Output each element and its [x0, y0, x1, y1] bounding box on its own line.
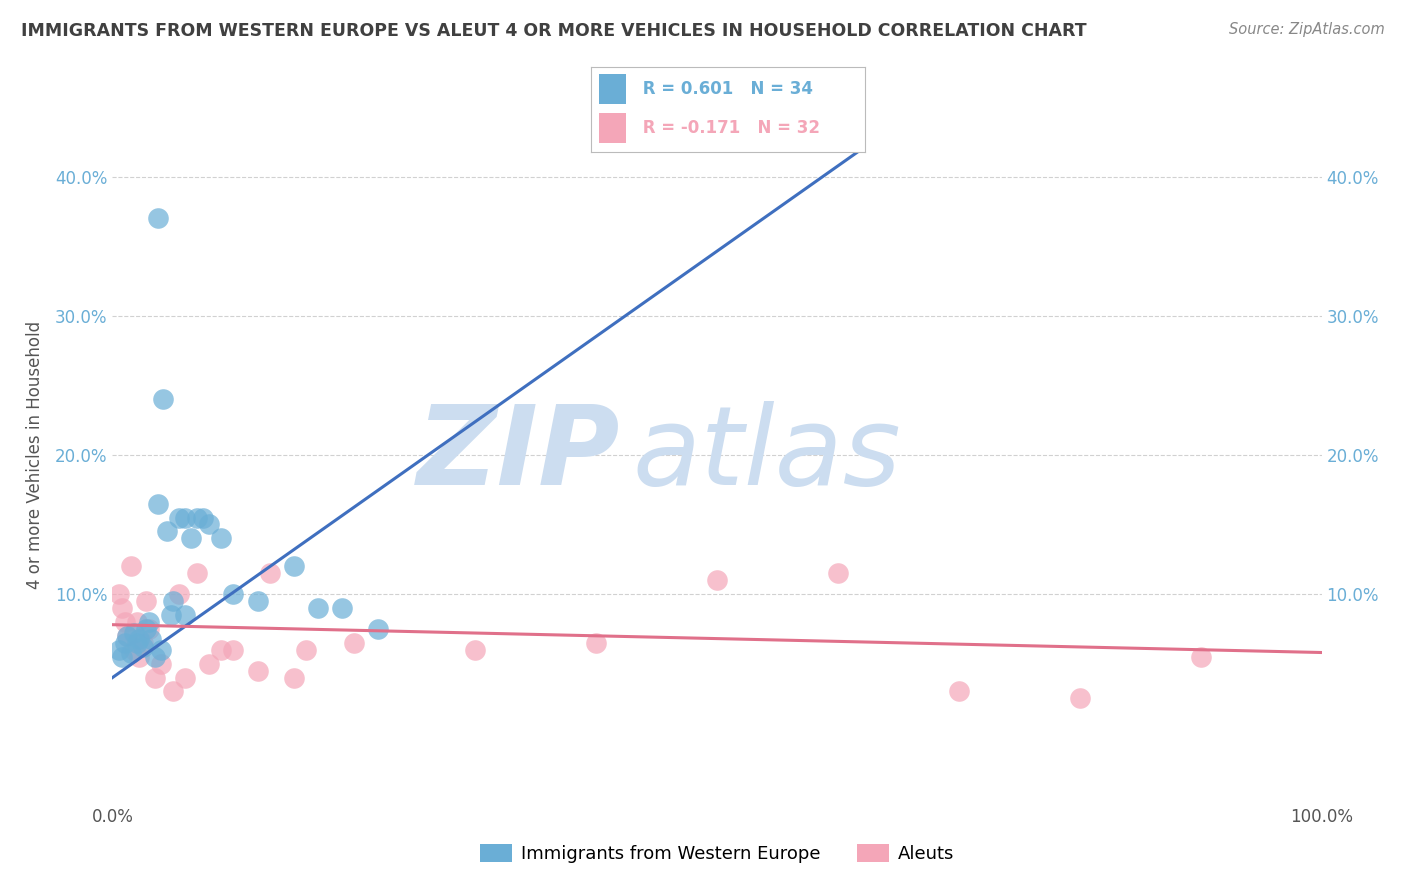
Text: Source: ZipAtlas.com: Source: ZipAtlas.com: [1229, 22, 1385, 37]
Point: [148, 211, 170, 226]
Point: [152, 392, 174, 407]
Point: [1189, 649, 1212, 664]
Bar: [599, 112, 626, 143]
Point: [148, 497, 170, 511]
Point: [143, 671, 166, 685]
Point: [198, 657, 221, 671]
Point: [180, 532, 202, 546]
Point: [122, 626, 145, 640]
Point: [259, 566, 281, 581]
Text: R = 0.601   N = 34: R = 0.601 N = 34: [637, 80, 813, 98]
Point: [138, 622, 160, 636]
Point: [141, 632, 163, 646]
Point: [343, 636, 366, 650]
Point: [283, 671, 305, 685]
Point: [222, 642, 245, 657]
Point: [125, 636, 148, 650]
Point: [128, 649, 150, 664]
Point: [283, 559, 305, 574]
Point: [209, 642, 232, 657]
Point: [948, 684, 970, 698]
Legend: Immigrants from Western Europe, Aleuts: Immigrants from Western Europe, Aleuts: [472, 837, 962, 871]
Point: [162, 594, 184, 608]
Point: [128, 632, 150, 646]
Point: [186, 566, 208, 581]
Point: [330, 601, 353, 615]
Point: [167, 510, 190, 524]
Point: [827, 566, 849, 581]
Point: [149, 642, 172, 657]
Point: [307, 601, 329, 615]
Point: [367, 622, 389, 636]
Point: [115, 629, 138, 643]
Point: [111, 649, 134, 664]
Text: R = -0.171   N = 32: R = -0.171 N = 32: [637, 119, 820, 136]
Point: [174, 607, 197, 622]
Text: IMMIGRANTS FROM WESTERN EUROPE VS ALEUT 4 OR MORE VEHICLES IN HOUSEHOLD CORRELAT: IMMIGRANTS FROM WESTERN EUROPE VS ALEUT …: [21, 22, 1087, 40]
Point: [706, 573, 728, 587]
Point: [585, 636, 607, 650]
Bar: [599, 74, 626, 104]
Y-axis label: 4 or more Vehicles in Household: 4 or more Vehicles in Household: [25, 321, 44, 589]
Point: [132, 636, 155, 650]
Point: [191, 510, 214, 524]
Point: [120, 559, 142, 574]
Point: [222, 587, 245, 601]
Point: [295, 642, 318, 657]
Point: [156, 524, 179, 539]
Point: [162, 684, 184, 698]
Point: [125, 615, 148, 629]
Point: [198, 517, 221, 532]
Text: atlas: atlas: [633, 401, 901, 508]
Point: [107, 642, 129, 657]
Point: [138, 615, 160, 629]
Point: [149, 657, 172, 671]
Point: [174, 671, 197, 685]
Point: [111, 601, 134, 615]
Point: [114, 636, 136, 650]
Point: [174, 510, 197, 524]
Point: [120, 646, 142, 660]
Point: [464, 642, 486, 657]
Point: [143, 649, 166, 664]
Point: [246, 594, 269, 608]
Point: [114, 615, 136, 629]
Point: [107, 587, 129, 601]
Point: [167, 587, 190, 601]
Point: [159, 607, 181, 622]
Point: [1069, 691, 1091, 706]
Point: [209, 532, 232, 546]
Text: ZIP: ZIP: [416, 401, 620, 508]
Point: [122, 642, 145, 657]
Point: [132, 640, 155, 654]
Point: [135, 622, 157, 636]
Point: [246, 664, 269, 678]
Point: [115, 629, 138, 643]
Point: [135, 594, 157, 608]
Point: [186, 510, 208, 524]
